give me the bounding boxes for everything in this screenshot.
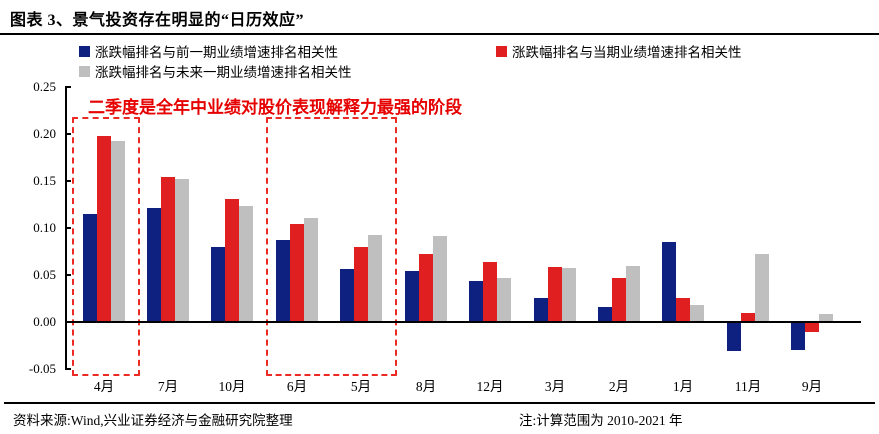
bar-10月-series2 bbox=[225, 199, 239, 322]
figure-title: 图表 3、景气投资存在明显的“日历效应” bbox=[10, 12, 305, 29]
y-axis-tick bbox=[65, 180, 71, 182]
x-axis-label: 5月 bbox=[350, 379, 372, 394]
y-axis-tick bbox=[65, 368, 71, 370]
bar-12月-series2 bbox=[483, 262, 497, 322]
bar-4月-series2 bbox=[97, 136, 111, 322]
legend-swatch-gray bbox=[79, 65, 90, 77]
bar-7月-series3 bbox=[175, 179, 189, 322]
x-axis-label: 2月 bbox=[608, 379, 630, 394]
y-axis-label: 0.15 bbox=[33, 173, 56, 188]
bar-11月-series3 bbox=[755, 254, 769, 322]
y-axis-tick bbox=[65, 86, 71, 88]
bar-2月-series1 bbox=[598, 307, 612, 322]
annotation-text: 二季度是全年中业绩对股价表现解释力最强的阶段 bbox=[88, 98, 462, 117]
highlight-box-june-may bbox=[266, 117, 397, 376]
bar-6月-series3 bbox=[304, 218, 318, 322]
bar-10月-series3 bbox=[239, 206, 253, 322]
bar-9月-series3 bbox=[819, 314, 833, 322]
bar-3月-series3 bbox=[562, 268, 576, 322]
bar-7月-series2 bbox=[161, 177, 175, 322]
bar-5月-series3 bbox=[368, 235, 382, 322]
bar-8月-series2 bbox=[419, 254, 433, 322]
bar-12月-series1 bbox=[469, 281, 483, 322]
note-text: 注:计算范围为 2010-2021 年 bbox=[519, 413, 683, 428]
bar-6月-series2 bbox=[290, 224, 304, 322]
bar-2月-series3 bbox=[626, 266, 640, 322]
x-axis-label: 11月 bbox=[734, 379, 762, 394]
y-axis-tick bbox=[65, 274, 71, 276]
x-axis-label: 1月 bbox=[672, 379, 694, 394]
bar-1月-series3 bbox=[690, 305, 704, 322]
legend-item-current-period: 涨跌幅排名与当期业绩增速排名相关性 bbox=[496, 41, 742, 61]
bar-4月-series1 bbox=[83, 214, 97, 322]
bar-8月-series3 bbox=[433, 236, 447, 322]
source-text: 资料来源:Wind,兴业证券经济与金融研究院整理 bbox=[13, 413, 293, 428]
bar-11月-series2 bbox=[741, 313, 755, 322]
bar-3月-series1 bbox=[534, 298, 548, 322]
x-axis-label: 6月 bbox=[286, 379, 308, 394]
bar-4月-series3 bbox=[111, 141, 125, 322]
legend-label: 涨跌幅排名与前一期业绩增速排名相关性 bbox=[95, 45, 338, 60]
x-axis-baseline bbox=[65, 320, 861, 323]
y-axis-tick bbox=[65, 133, 71, 135]
bar-5月-series1 bbox=[340, 269, 354, 322]
bar-6月-series1 bbox=[276, 240, 290, 322]
legend-label: 涨跌幅排名与当期业绩增速排名相关性 bbox=[512, 45, 742, 60]
bar-9月-series1 bbox=[791, 322, 805, 350]
legend-swatch-blue bbox=[79, 45, 90, 57]
y-axis-label: -0.05 bbox=[28, 361, 56, 376]
y-axis-label: 0.20 bbox=[33, 126, 56, 141]
bar-1月-series2 bbox=[676, 298, 690, 322]
bar-3月-series2 bbox=[548, 267, 562, 322]
y-axis-label: 0.05 bbox=[33, 267, 56, 282]
legend-item-next-period: 涨跌幅排名与未来一期业绩增速排名相关性 bbox=[79, 61, 352, 81]
legend-swatch-red bbox=[496, 45, 507, 57]
x-axis-label: 7月 bbox=[157, 379, 179, 394]
x-axis-label: 4月 bbox=[93, 379, 115, 394]
footer-divider bbox=[4, 402, 875, 404]
bar-1月-series1 bbox=[662, 242, 676, 322]
y-axis-tick bbox=[65, 227, 71, 229]
bar-7月-series1 bbox=[147, 208, 161, 322]
bar-5月-series2 bbox=[354, 247, 368, 322]
bar-10月-series1 bbox=[211, 247, 225, 322]
x-axis-label: 12月 bbox=[476, 379, 504, 394]
y-axis-label: 0.10 bbox=[33, 220, 56, 235]
bar-9月-series2 bbox=[805, 322, 819, 332]
legend-item-previous-period: 涨跌幅排名与前一期业绩增速排名相关性 bbox=[79, 41, 338, 61]
x-axis-label: 3月 bbox=[544, 379, 566, 394]
bar-8月-series1 bbox=[405, 271, 419, 322]
bar-2月-series2 bbox=[612, 278, 626, 322]
y-axis-label: 0.25 bbox=[33, 79, 56, 94]
legend-label: 涨跌幅排名与未来一期业绩增速排名相关性 bbox=[95, 65, 352, 80]
bar-12月-series3 bbox=[497, 278, 511, 322]
y-axis-label: 0.00 bbox=[33, 314, 56, 329]
x-axis-label: 9月 bbox=[801, 379, 823, 394]
x-axis-label: 8月 bbox=[415, 379, 437, 394]
title-divider bbox=[0, 33, 879, 35]
x-axis-label: 10月 bbox=[218, 379, 246, 394]
bar-11月-series1 bbox=[727, 322, 741, 351]
highlight-box-april bbox=[72, 117, 140, 376]
